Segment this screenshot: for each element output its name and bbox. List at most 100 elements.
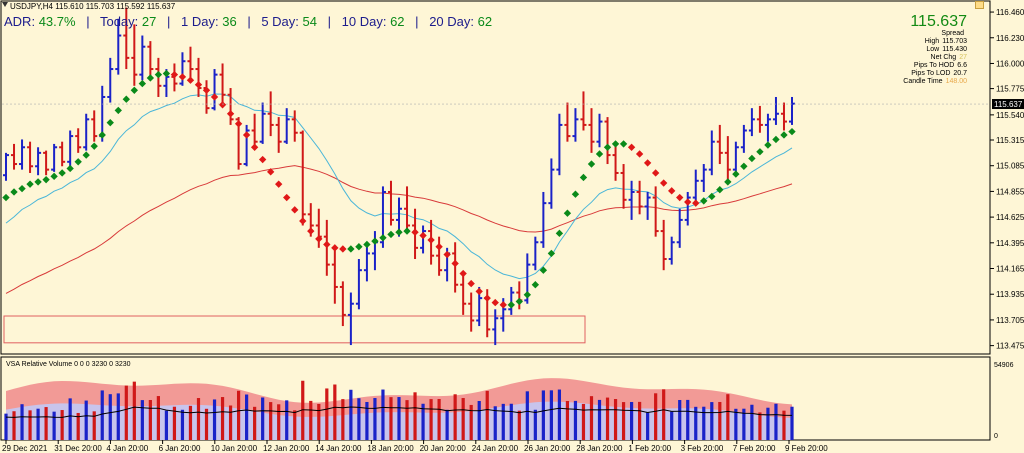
trend-ma-dot [724,178,732,186]
trend-ma-dot [323,240,331,249]
volume-bar [277,404,281,440]
volume-bar [52,411,56,440]
divider: | [327,14,332,29]
volume-bar [638,401,642,440]
volume-bar [92,411,96,440]
volume-bar [405,400,409,440]
x-tick-label: 29 Dec 2021 [2,444,48,453]
trend-ma-dot [50,172,58,181]
volume-bar [517,410,521,440]
volume-bar [485,390,489,440]
volume-bar [397,397,401,440]
trend-ma-dot [138,79,147,88]
volume-bar [317,403,321,440]
x-tick-label: 26 Jan 20:00 [524,444,571,453]
spread-row: Spread [941,30,964,37]
volume-bar [766,407,770,440]
volume-bar [389,397,393,440]
x-tick-label: 20 Jan 20:00 [420,444,467,453]
trend-ma-dot [483,294,491,302]
volume-bar [710,402,714,440]
adr-value: 43.7% [38,14,76,29]
volume-bar [116,393,120,440]
volume-bar [589,396,594,440]
volume-max-label: 54906 [994,362,1014,369]
trend-ma-dot [154,70,163,79]
volume-bar [212,399,217,440]
trend-ma-dot [539,266,548,274]
volume-bar [573,400,578,440]
trend-ma-dot [668,187,676,195]
y-tick-label: 113.705 [996,316,1024,325]
volume-bar [20,404,24,440]
trend-ma-dot [692,199,700,207]
trend-ma-dot [307,227,315,235]
adr-stats: ADR: 43.7% | Today: 27 | 1 Day: 36 | 5 D… [4,14,492,29]
volume-bar [293,410,297,440]
divider: | [86,14,90,29]
x-tick-label: 6 Jan 20:00 [159,444,201,453]
volume-bar [325,388,329,440]
volume-average-line [5,406,793,418]
volume-bar [180,409,185,440]
trend-ma-dot [443,250,451,259]
autotrade-icon[interactable] [975,1,984,9]
volume-bar [718,401,722,440]
d5-label: 5 Day: [261,14,299,29]
volume-bar [12,411,16,440]
divider: | [247,14,251,29]
volume-bar [253,406,257,440]
collapse-icon[interactable] [2,2,8,7]
volume-bar [220,397,225,440]
pips-to-hod-row: Pips To HOD 6.6 [913,62,967,69]
trend-ma-dot [788,127,796,136]
trend-ma-dot [234,120,243,128]
trend-ma-dot [740,162,748,170]
volume-bar [742,408,746,440]
volume-bar [605,397,610,440]
trend-ma-dot [684,198,692,206]
volume-bar [758,412,762,440]
volume-bar [621,402,626,440]
current-price: 115.637 [910,13,967,30]
trend-ma-dot [643,159,652,167]
volume-bar [662,389,666,440]
trend-ma-dot [170,70,179,79]
volume-bar [285,400,289,440]
slow-moving-average-line [5,165,793,294]
trend-ma-dot [291,206,299,214]
today-label: Today: [99,14,139,29]
trend-ma-dot [379,234,387,242]
trend-ma-dot [34,178,42,186]
volume-bar [341,399,345,440]
x-tick-label: 10 Jan 20:00 [211,444,258,453]
trend-ma-dot [82,151,90,159]
volume-bar [76,412,80,440]
volume-bar [686,399,690,440]
trend-ma-dot [772,135,780,144]
trend-ma-dot [603,143,612,151]
x-tick-label: 1 Feb 20:00 [628,444,671,453]
trend-ma-dot [756,148,764,156]
trend-ma-dot [58,169,66,177]
volume-bar [373,398,377,440]
trend-ma-dot [371,237,379,245]
volume-bar [429,399,433,440]
y-tick-label: 116.460 [996,8,1024,17]
volume-bar [533,409,537,440]
y-tick-label: 115.775 [996,85,1024,94]
x-tick-label: 31 Dec 20:00 [54,444,102,453]
volume-bar [236,390,241,440]
trend-ma-dot [114,106,122,115]
volume-bar [790,406,794,440]
trend-ma-dot [451,259,459,268]
trend-ma-dot [700,197,708,205]
mid-moving-average-line [5,93,793,280]
volume-bar [60,410,64,440]
volume-title: VSA Relative Volume 0 0 0 3230 0 3230 [6,361,131,368]
trend-ma-dot [266,168,275,176]
volume-bar [349,389,353,440]
trend-ma-dot [611,140,620,148]
trend-ma-dot [523,291,532,299]
